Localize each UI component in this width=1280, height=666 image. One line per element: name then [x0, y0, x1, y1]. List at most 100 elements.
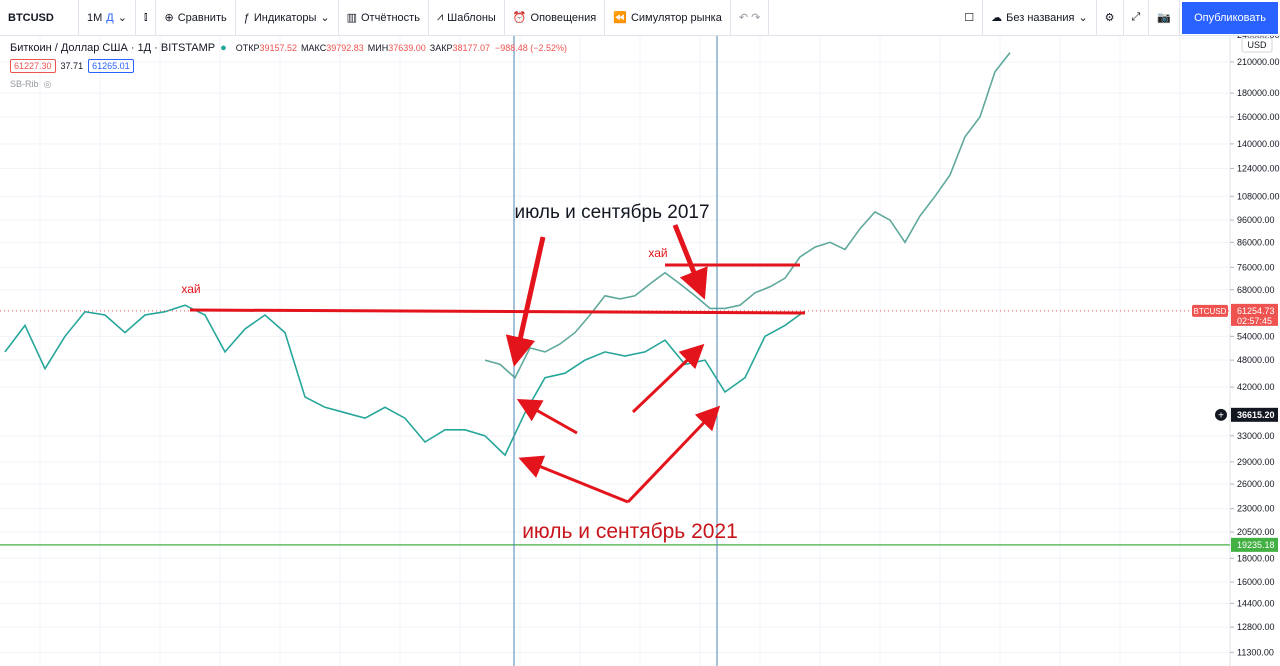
undo-redo[interactable]: ↶ ↷: [731, 0, 770, 35]
arrow: [631, 343, 705, 414]
toolbar: BTCUSD 1М Д ⌄ ⫾ ⊕ Сравнить ƒ Индикаторы ⌄…: [0, 0, 1280, 36]
layout-button[interactable]: ☁ Без названия ⌄: [983, 0, 1097, 35]
spread: 37.71: [60, 61, 84, 71]
add-button[interactable]: [1215, 408, 1227, 421]
legend-row: 61227.30 37.71 61265.01: [10, 57, 567, 75]
y-tick-label: 26000.00: [1237, 479, 1275, 489]
countdown: 02:57:45: [1237, 316, 1272, 326]
currency-button[interactable]: [1241, 37, 1273, 53]
toolbar-item: Индикаторы: [253, 11, 317, 24]
ohlc-value: 39157.52: [259, 43, 298, 53]
price-line: [484, 52, 1011, 379]
y-tick-label: 54000.00: [1237, 331, 1275, 341]
ohlc-value: 38177.07: [452, 43, 490, 53]
instrument: Биткоин / Доллар США · 1Д · BITSTAMP: [10, 42, 216, 54]
visibility-icon[interactable]: ◎: [43, 78, 52, 89]
legend-row: SB-Rib ◎: [10, 75, 567, 93]
y-tick-label: 108000.00: [1237, 191, 1280, 201]
reports-button[interactable]: ▥ Отчётность: [339, 0, 429, 35]
cursor-price-label: 36615.20: [1237, 410, 1275, 420]
legend-row: Биткоин / Доллар США · 1Д · BITSTAMP ● О…: [10, 39, 567, 57]
currency: USD: [1247, 40, 1267, 50]
y-tick-label: 20500.00: [1237, 527, 1275, 537]
interval-alt: Д: [106, 11, 114, 24]
pane: [0, 36, 1230, 666]
legend: Биткоин / Доллар США · 1Д · BITSTAMP ● О…: [10, 39, 567, 93]
annotation: хай: [648, 246, 667, 260]
bid[interactable]: 61227.30: [10, 59, 56, 73]
arrow: [672, 224, 708, 300]
alerts-button[interactable]: ⏰ Оповещения: [505, 0, 606, 35]
templates-button[interactable]: ⩘ Шаблоны: [429, 0, 505, 35]
y-tick-label: 29000.00: [1237, 457, 1275, 467]
symbol-tag: [1192, 304, 1228, 317]
symbol-button[interactable]: BTCUSD: [0, 0, 79, 35]
snapshot-button[interactable]: 📷: [1149, 0, 1181, 35]
y-tick-label: 68000.00: [1237, 285, 1275, 295]
layout-name: Без названия: [1006, 11, 1075, 24]
last-price-box: [1231, 303, 1278, 326]
y-tick-label: 86000.00: [1237, 237, 1275, 247]
y-tick-label: 14400.00: [1237, 598, 1275, 608]
y-tick-label: 16000.00: [1237, 577, 1275, 587]
y-tick-label: 48000.00: [1237, 355, 1275, 365]
price-line: [4, 304, 806, 457]
arrows: [505, 224, 721, 504]
settings-button[interactable]: ⚙: [1097, 0, 1124, 35]
compare-button[interactable]: ⊕ Сравнить: [156, 0, 236, 35]
y-tick-label: 18000.00: [1237, 553, 1275, 563]
grid: [0, 34, 1230, 666]
arrow: [516, 399, 578, 435]
toolbar-item: Симулятор рынка: [630, 11, 722, 24]
ohlc-value: 37639.00: [388, 43, 426, 53]
expand-button[interactable]: ⤢: [1124, 0, 1150, 35]
support-price-label: 19235.18: [1237, 540, 1275, 550]
change: −988.48 (−2.52%): [495, 43, 568, 53]
y-tick-label: 140000.00: [1237, 139, 1280, 149]
ohlc: ОТКР 39157.52 МАКС 39792.83 МИН 37639.00 ЗАКР 3…: [232, 43, 490, 53]
add-icon: +: [1218, 410, 1224, 421]
ohlc-label: ОТКР: [235, 43, 260, 53]
y-tick-label: 96000.00: [1237, 215, 1275, 225]
ask[interactable]: 61265.01: [88, 59, 134, 73]
indicator: SB-Rib: [10, 79, 39, 89]
ohlc-value: 39792.83: [326, 43, 364, 53]
y-tick-label: 160000.00: [1237, 112, 1280, 122]
arrow: [518, 455, 629, 504]
interval-button[interactable]: 1М Д ⌄: [79, 0, 136, 35]
chart-type-button[interactable]: ⫾: [136, 0, 157, 35]
y-tick-label: 12800.00: [1237, 622, 1275, 632]
ohlc-label: МИН: [367, 43, 389, 53]
arrow: [626, 405, 721, 504]
replay-button[interactable]: ⏪ Симулятор рынка: [605, 0, 731, 35]
arrow: [505, 236, 546, 367]
status-dot: ●: [220, 42, 227, 54]
y-tick-label: 124000.00: [1237, 163, 1280, 173]
annotation: хай: [181, 282, 200, 296]
y-tick-label: 180000.00: [1237, 88, 1280, 98]
y-tick-label: 11300.00: [1237, 647, 1274, 657]
y-tick-label: 76000.00: [1237, 262, 1275, 272]
ohlc-label: ЗАКР: [429, 43, 453, 53]
annotation: июль и сентябрь 2021: [522, 520, 738, 543]
toolbar-item: Сравнить: [177, 11, 227, 24]
y-tick-label: 42000.00: [1237, 382, 1275, 392]
last-price-label: 61254.73: [1237, 306, 1275, 316]
y-tick-label: 210000.00: [1237, 57, 1280, 67]
annotation: июль и сентябрь 2017: [514, 202, 709, 223]
symbol-tag-label: BTCUSD: [1194, 307, 1227, 316]
interval: 1М: [87, 11, 103, 24]
indicators-button[interactable]: ƒ Индикаторы ⌄: [236, 0, 339, 35]
publish-button[interactable]: Опубликовать: [1182, 1, 1278, 34]
y-tick-label: 33000.00: [1237, 431, 1275, 441]
toolbar-item: Оповещения: [530, 11, 597, 24]
y-tick-label: 23000.00: [1237, 504, 1275, 514]
cursor-price-box: [1231, 407, 1278, 422]
ohlc-label: МАКС: [301, 43, 327, 53]
support-price-box: [1231, 537, 1278, 552]
level-line: [189, 308, 806, 315]
toolbar-item: Шаблоны: [447, 11, 496, 24]
fullscreen-toggle[interactable]: ☐: [956, 0, 984, 35]
